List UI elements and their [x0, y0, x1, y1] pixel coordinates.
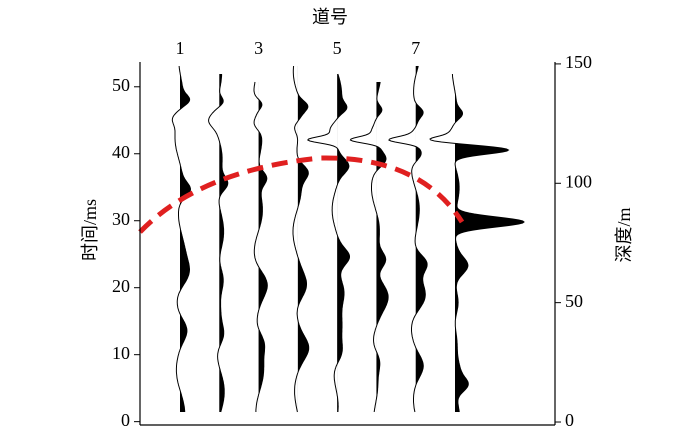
trace-fill [376, 82, 389, 412]
traces [171, 65, 525, 413]
trace-label: 7 [411, 38, 420, 58]
trace-fill [219, 74, 228, 412]
trace [253, 81, 268, 412]
y-tick-label: 20 [112, 276, 130, 296]
trace [171, 65, 192, 412]
y-tick-label: 50 [112, 75, 130, 95]
y-tick-label: 40 [112, 142, 130, 162]
trace [292, 65, 310, 413]
trace-fill [337, 74, 350, 412]
trace-fill [180, 66, 191, 412]
trace [306, 73, 350, 413]
y2-tick-label: 0 [565, 410, 574, 430]
y2-tick-label: 150 [565, 52, 592, 72]
y-tick-label: 0 [121, 410, 130, 430]
trace [208, 74, 229, 413]
y-axis-label: 时间/ms [80, 199, 100, 261]
trace-label: 5 [333, 38, 342, 58]
trace [429, 73, 525, 413]
y2-tick-label: 50 [565, 291, 583, 311]
chart-title: 道号 [312, 7, 348, 27]
y-tick-label: 10 [112, 343, 130, 363]
y-tick-label: 30 [112, 209, 130, 229]
trace [349, 81, 389, 413]
y2-axis-label: 深度/m [614, 207, 634, 262]
trace-fill [258, 82, 268, 412]
trace-label: 1 [176, 38, 185, 58]
trace [388, 65, 428, 413]
trace-fill [297, 66, 309, 412]
trace-label: 3 [254, 38, 263, 58]
first-break-curve [138, 155, 465, 234]
trace-fill [455, 74, 524, 412]
trace-fill [415, 66, 428, 412]
y2-tick-label: 100 [565, 171, 592, 191]
